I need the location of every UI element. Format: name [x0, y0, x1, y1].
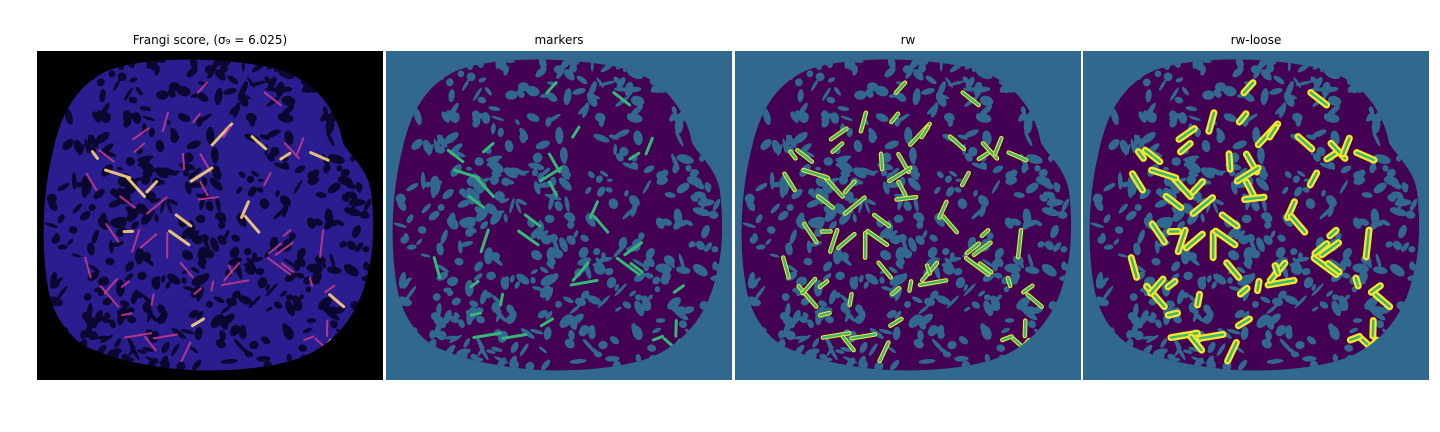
panel-title-frangi: Frangi score, (σ₉ = 6.025) [132, 33, 288, 47]
rw-image [735, 51, 1081, 380]
tissue-texture [43, 59, 374, 371]
frangi-score-image [37, 51, 383, 380]
vessel-segments [432, 81, 685, 359]
panel-title-markers: markers [534, 33, 584, 47]
markers-image [386, 51, 732, 380]
rw-loose-image [1083, 51, 1429, 380]
panel-title-rw-loose: rw-loose [1230, 33, 1282, 47]
panel-title-rw: rw [900, 33, 916, 47]
